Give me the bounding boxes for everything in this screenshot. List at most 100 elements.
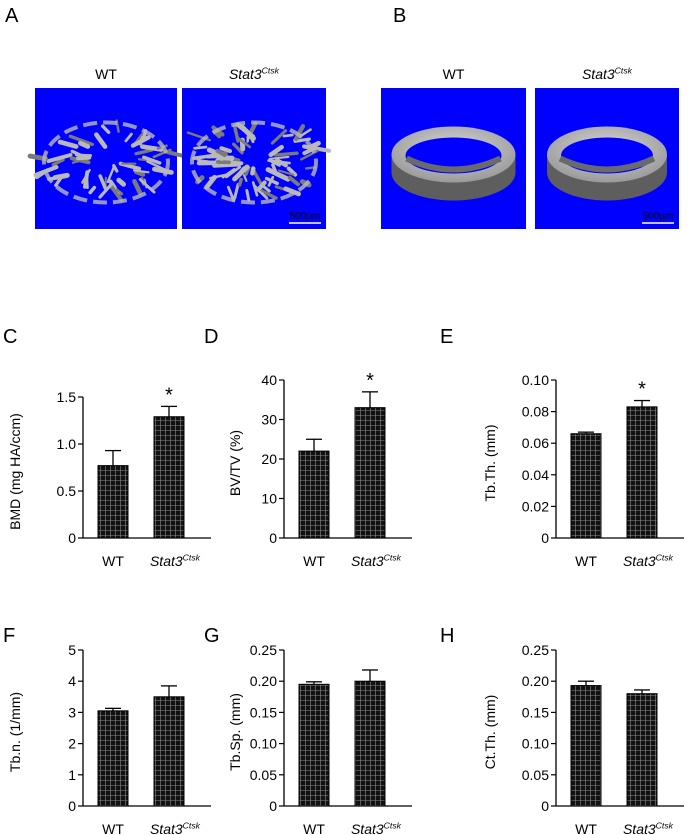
panel-letter: C bbox=[3, 326, 17, 348]
trabecular-strut bbox=[265, 167, 291, 182]
chart-f: F 0 1 2 3 4 5 Tb.n. (1/mm) WT Stat3Ctsk bbox=[3, 625, 211, 835]
y-tick-label: 0.15 bbox=[522, 704, 549, 720]
trabecular-strut bbox=[267, 175, 275, 187]
trabecular-strut bbox=[237, 177, 243, 187]
trabecular-strut bbox=[242, 174, 248, 182]
x-category-label-stat3: Stat3Ctsk bbox=[150, 820, 201, 835]
bar-wt bbox=[298, 450, 330, 539]
y-tick-label: 4 bbox=[68, 673, 76, 689]
trabecular-strut bbox=[69, 156, 91, 165]
image-label-wt: WT bbox=[443, 66, 465, 82]
trabecular-strut bbox=[261, 184, 271, 193]
trabecular-strut bbox=[277, 169, 295, 176]
y-axis-label: Tb.Sp. (mm) bbox=[227, 693, 243, 771]
y-tick-label: 40 bbox=[261, 372, 277, 388]
chart-g: G 0 0.05 0.10 0.15 0.20 0.25 Tb.Sp. (mm) WT Stat3… bbox=[204, 625, 412, 835]
y-tick-label: 0.02 bbox=[522, 498, 549, 514]
y-tick-label: 2 bbox=[68, 736, 76, 752]
micro-ct-layer: A WT Stat3Ctsk 500µm B WT Stat3Ctsk 500µm bbox=[5, 5, 679, 229]
scale-bar: 500µm bbox=[289, 211, 321, 224]
trabecular-strut bbox=[116, 177, 127, 187]
y-tick-label: 0.05 bbox=[250, 767, 277, 783]
y-tick-label: 5 bbox=[68, 642, 76, 658]
y-tick-label: 0 bbox=[541, 530, 549, 546]
y-tick-label: 20 bbox=[261, 451, 277, 467]
y-tick-label: 0 bbox=[541, 798, 549, 814]
scale-bar-label: 500µm bbox=[290, 211, 321, 222]
trabecular-strut bbox=[215, 148, 227, 158]
trabecular-strut bbox=[68, 134, 94, 147]
trabecular-strut bbox=[109, 185, 124, 203]
chart-d: D 0 10 20 30 40 BV/TV (%) * WT Stat3Ctsk bbox=[204, 326, 412, 569]
trabecular-strut bbox=[270, 129, 288, 145]
panel-letter: D bbox=[204, 326, 218, 348]
trabecular-strut bbox=[225, 165, 242, 179]
trabecular-strut bbox=[57, 139, 79, 149]
y-tick-label: 0 bbox=[269, 798, 277, 814]
trabecular-strut bbox=[88, 185, 97, 195]
x-category-label-stat3: Stat3Ctsk bbox=[623, 820, 674, 835]
y-tick-label: 1 bbox=[68, 767, 76, 783]
trabecular-strut bbox=[132, 179, 143, 196]
x-category-label-wt: WT bbox=[102, 821, 124, 835]
y-axis-label: Ct.Th. (mm) bbox=[482, 695, 498, 770]
y-tick-label: 0.10 bbox=[250, 736, 277, 752]
x-category-label-stat3: Stat3Ctsk bbox=[351, 552, 402, 569]
y-tick-label: 0 bbox=[68, 530, 76, 546]
micro-ct-image-stat3 bbox=[535, 88, 679, 229]
trabecular-strut bbox=[138, 135, 145, 146]
panel-letter: F bbox=[3, 625, 15, 647]
trabecular-strut bbox=[219, 146, 233, 154]
trabecular-strut bbox=[106, 165, 116, 184]
trabecular-strut bbox=[254, 188, 265, 195]
y-tick-label: 10 bbox=[261, 491, 277, 507]
bar-wt bbox=[570, 433, 602, 539]
bar-stat3 bbox=[153, 416, 185, 539]
bar-wt bbox=[97, 465, 129, 539]
panel-letter: H bbox=[440, 625, 454, 647]
trabecular-strut bbox=[133, 169, 146, 177]
micro-ct-panel-a: A WT Stat3Ctsk 500µm bbox=[5, 5, 332, 229]
x-category-label-stat3: Stat3Ctsk bbox=[150, 552, 201, 569]
trabecular-strut bbox=[94, 132, 108, 149]
bar-stat3 bbox=[626, 406, 658, 539]
panel-letter: E bbox=[440, 326, 453, 348]
image-label-stat3: Stat3Ctsk bbox=[229, 65, 280, 82]
y-tick-label: 1.0 bbox=[57, 436, 77, 452]
trabecular-strut bbox=[302, 144, 332, 153]
trabecular-outline bbox=[42, 120, 170, 205]
y-tick-label: 0 bbox=[68, 798, 76, 814]
trabecular-strut bbox=[54, 175, 63, 187]
significance-marker: * bbox=[366, 370, 374, 392]
chart-e: E 0 0.02 0.04 0.06 0.08 0.10 Tb.Th. (mm) * WT Stat… bbox=[440, 326, 684, 569]
y-axis-label: Tb.n. (1/mm) bbox=[7, 692, 23, 772]
significance-marker: * bbox=[165, 384, 173, 406]
x-category-label-wt: WT bbox=[102, 553, 124, 569]
trabecular-strut bbox=[76, 155, 92, 161]
y-tick-label: 3 bbox=[68, 704, 76, 720]
trabecular-strut bbox=[209, 173, 229, 180]
y-tick-label: 0 bbox=[269, 530, 277, 546]
trabecular-strut bbox=[282, 133, 294, 138]
trabecular-strut bbox=[82, 170, 90, 189]
trabecular-strut bbox=[193, 145, 208, 150]
bar-wt bbox=[97, 710, 129, 807]
trabecular-strut bbox=[293, 137, 311, 143]
y-axis-label: Tb.Th. (mm) bbox=[482, 425, 498, 502]
y-tick-label: 0.25 bbox=[250, 642, 277, 658]
trabecular-strut bbox=[251, 181, 259, 197]
trabecular-strut bbox=[100, 124, 111, 135]
trabecular-strut bbox=[196, 158, 207, 163]
trabecular-strut bbox=[274, 158, 288, 168]
chart-c: C 0 0.5 1.0 1.5 BMD (mg HA/ccm) * WT Stat3Ctsk bbox=[3, 326, 211, 569]
trabecular-strut bbox=[257, 180, 267, 191]
x-category-label-wt: WT bbox=[575, 553, 597, 569]
trabecular-strut bbox=[245, 188, 251, 202]
micro-ct-image-wt bbox=[381, 88, 526, 229]
scale-bar-label: 500µm bbox=[643, 211, 674, 222]
bar-stat3 bbox=[626, 693, 658, 807]
bar-stat3 bbox=[354, 680, 386, 807]
trabecular-strut bbox=[134, 148, 154, 156]
trabecular-strut bbox=[204, 174, 217, 190]
